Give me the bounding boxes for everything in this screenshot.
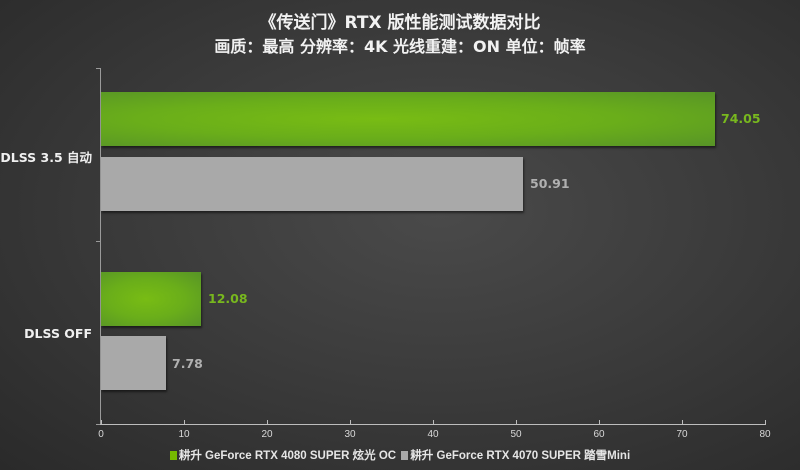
category-label-dlss-auto: DLSS 3.5 自动 — [0, 150, 92, 165]
y-tick — [96, 241, 101, 242]
x-tick — [599, 420, 600, 425]
x-tick — [516, 420, 517, 425]
x-tick-label: 80 — [759, 429, 771, 440]
value-label: 74.05 — [721, 111, 761, 126]
x-tick-label: 20 — [261, 429, 273, 440]
x-tick — [765, 420, 766, 425]
x-tick — [350, 420, 351, 425]
y-tick — [96, 68, 101, 69]
legend-label-4080: 耕升 GeForce RTX 4080 SUPER 炫光 OC — [178, 450, 397, 462]
legend-swatch-green-icon — [169, 451, 177, 460]
x-tick-label: 30 — [344, 429, 356, 440]
bar-4080-dlss-off — [101, 272, 201, 326]
x-tick — [101, 420, 102, 425]
bar-4070-dlss-auto — [101, 157, 523, 211]
bar-4070-dlss-off — [101, 336, 166, 390]
x-tick-label: 70 — [676, 429, 688, 440]
chart-subtitle: 画质：最高 分辨率：4K 光线重建：ON 单位：帧率 — [214, 37, 586, 56]
y-axis — [100, 68, 101, 425]
x-tick — [682, 420, 683, 425]
x-tick-label: 10 — [178, 429, 190, 440]
legend: 耕升 GeForce RTX 4080 SUPER 炫光 OC 耕升 GeFor… — [0, 447, 800, 463]
x-tick-label: 0 — [98, 429, 104, 440]
x-tick-label: 40 — [427, 429, 439, 440]
y-tick — [96, 424, 101, 425]
x-tick-label: 50 — [510, 429, 522, 440]
x-tick — [433, 420, 434, 425]
x-tick — [184, 420, 185, 425]
legend-swatch-gray-icon — [401, 451, 409, 460]
x-tick — [267, 420, 268, 425]
legend-label-4070: 耕升 GeForce RTX 4070 SUPER 踏雪Mini — [410, 450, 631, 462]
category-label-dlss-off: DLSS OFF — [24, 326, 92, 341]
x-tick-label: 60 — [593, 429, 605, 440]
value-label: 50.91 — [530, 176, 570, 191]
chart-title: 《传送门》RTX 版性能测试数据对比 — [259, 13, 541, 33]
value-label: 12.08 — [208, 291, 248, 306]
value-label: 7.78 — [172, 356, 203, 371]
bar-4080-dlss-auto — [101, 92, 715, 146]
